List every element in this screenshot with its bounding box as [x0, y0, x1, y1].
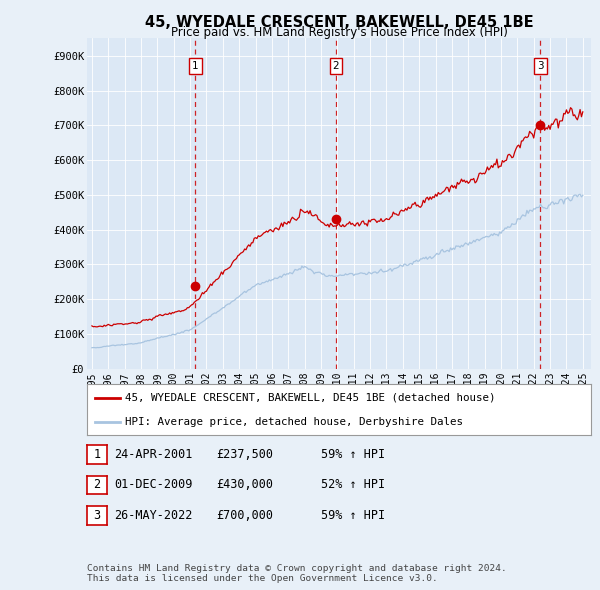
Text: 1: 1 — [192, 61, 199, 71]
Text: 2: 2 — [333, 61, 340, 71]
Text: £700,000: £700,000 — [216, 509, 273, 522]
Text: HPI: Average price, detached house, Derbyshire Dales: HPI: Average price, detached house, Derb… — [125, 418, 463, 427]
Text: £237,500: £237,500 — [216, 448, 273, 461]
Text: 59% ↑ HPI: 59% ↑ HPI — [321, 448, 385, 461]
Text: £430,000: £430,000 — [216, 478, 273, 491]
Text: 59% ↑ HPI: 59% ↑ HPI — [321, 509, 385, 522]
Text: 3: 3 — [94, 509, 100, 522]
Text: 3: 3 — [537, 61, 544, 71]
Text: 2: 2 — [94, 478, 100, 491]
Text: 45, WYEDALE CRESCENT, BAKEWELL, DE45 1BE: 45, WYEDALE CRESCENT, BAKEWELL, DE45 1BE — [145, 15, 533, 30]
Text: 52% ↑ HPI: 52% ↑ HPI — [321, 478, 385, 491]
Text: 01-DEC-2009: 01-DEC-2009 — [114, 478, 193, 491]
Text: 1: 1 — [94, 448, 100, 461]
Text: 24-APR-2001: 24-APR-2001 — [114, 448, 193, 461]
Text: Price paid vs. HM Land Registry's House Price Index (HPI): Price paid vs. HM Land Registry's House … — [170, 26, 508, 39]
Text: 26-MAY-2022: 26-MAY-2022 — [114, 509, 193, 522]
Text: 45, WYEDALE CRESCENT, BAKEWELL, DE45 1BE (detached house): 45, WYEDALE CRESCENT, BAKEWELL, DE45 1BE… — [125, 392, 496, 402]
Text: Contains HM Land Registry data © Crown copyright and database right 2024.
This d: Contains HM Land Registry data © Crown c… — [87, 563, 507, 583]
